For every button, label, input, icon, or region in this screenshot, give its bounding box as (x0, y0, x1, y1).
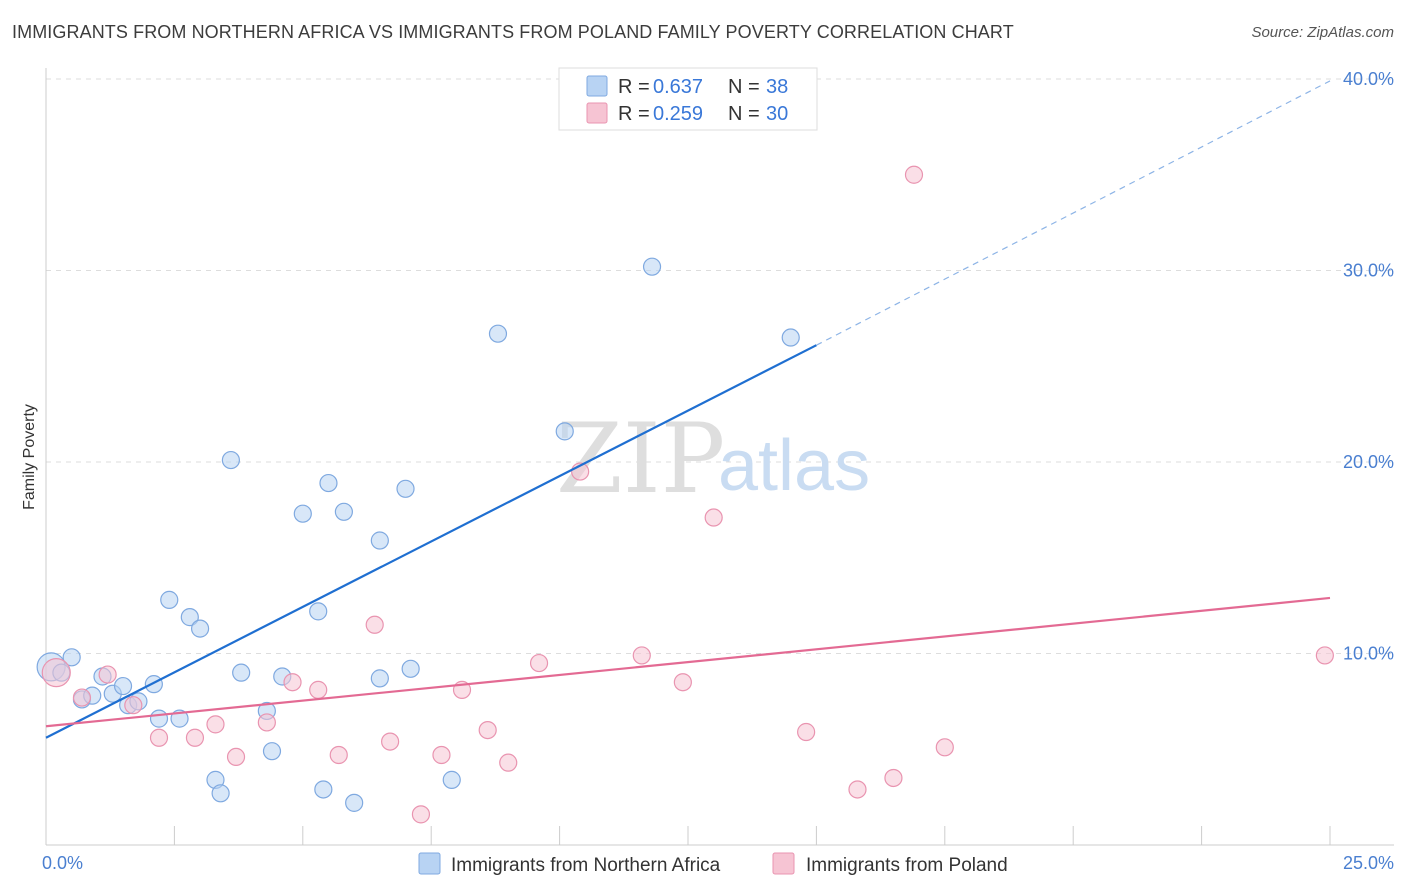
data-point-pink-24 (797, 722, 816, 742)
legend-swatch-blue (586, 75, 608, 97)
data-point-pink-25 (848, 780, 867, 799)
data-point-pink-11 (329, 745, 348, 765)
legend-r-label-1: R = (618, 76, 650, 98)
top-legend: R = 0.637 N = 38 R = 0.259 N = 30 (558, 67, 818, 131)
data-point-blue-28 (345, 793, 364, 812)
data-point-pink-0 (41, 658, 71, 688)
data-point-pink-26 (884, 768, 903, 788)
data-point-pink-8 (257, 713, 276, 732)
data-point-blue-15 (190, 619, 210, 638)
data-point-pink-14 (411, 805, 431, 824)
watermark: ZIP atlas (556, 403, 870, 515)
bottom-legend: Immigrants from Northern Africa Immigran… (418, 852, 1008, 876)
data-point-pink-4 (149, 728, 169, 747)
data-point-pink-23 (704, 508, 723, 527)
data-point-blue-29 (370, 669, 389, 688)
y-axis-label: Family Poverty (21, 404, 38, 510)
trend-line-pink (45, 596, 1331, 728)
legend-n-value-1: 38 (766, 76, 788, 98)
data-point-blue-7 (113, 676, 133, 696)
data-point-pink-9 (283, 673, 302, 692)
data-point-blue-27 (334, 502, 353, 521)
data-point-blue-11 (149, 709, 169, 728)
legend-r-label-2: R = (618, 103, 650, 125)
data-point-blue-32 (401, 659, 420, 678)
data-point-blue-14 (180, 608, 199, 627)
grid-lines (46, 78, 1394, 654)
data-point-blue-36 (642, 257, 662, 276)
data-point-blue-23 (293, 504, 312, 523)
x-tick-label-1: 25.0% (1343, 853, 1394, 873)
trend-line-blue (45, 344, 817, 739)
legend-swatch-pink (586, 102, 608, 124)
data-point-pink-29 (1315, 646, 1334, 665)
data-points (36, 165, 1334, 824)
data-point-blue-24 (309, 602, 328, 621)
data-point-pink-19 (529, 653, 549, 673)
data-point-blue-18 (221, 450, 240, 470)
data-point-blue-33 (442, 770, 461, 789)
data-point-pink-17 (478, 720, 497, 740)
bottom-legend-swatch-blue (418, 852, 441, 875)
watermark-atlas: atlas (718, 426, 870, 506)
data-point-blue-34 (488, 324, 508, 343)
data-point-pink-27 (904, 165, 924, 184)
bottom-legend-label-blue: Immigrants from Northern Africa (451, 855, 721, 876)
watermark-zip: ZIP (556, 403, 725, 515)
axes (45, 68, 1394, 846)
source-label: Source: ZipAtlas.com (1251, 24, 1394, 41)
tick-labels: 10.0% 20.0% 30.0% 40.0% 0.0% 25.0% (42, 69, 1394, 873)
data-point-pink-12 (365, 615, 384, 634)
bottom-legend-swatch-pink (772, 852, 795, 875)
data-point-pink-3 (124, 696, 143, 715)
trend-extension-blue (816, 80, 1331, 346)
data-point-blue-12 (160, 590, 179, 609)
data-point-blue-31 (396, 479, 415, 498)
data-point-blue-10 (144, 675, 163, 694)
legend-n-value-2: 30 (766, 103, 788, 125)
y-tick-label-2: 30.0% (1343, 261, 1394, 281)
data-point-blue-37 (781, 328, 800, 347)
data-point-pink-21 (632, 646, 651, 665)
data-point-pink-28 (935, 738, 954, 757)
data-point-blue-19 (232, 663, 251, 682)
data-point-pink-22 (673, 673, 692, 692)
data-point-pink-15 (432, 745, 451, 765)
data-point-blue-30 (370, 531, 389, 550)
data-point-pink-6 (206, 715, 225, 734)
y-tick-label-0: 10.0% (1343, 644, 1394, 664)
data-point-pink-5 (185, 728, 205, 747)
data-point-pink-18 (499, 753, 518, 772)
legend-n-label-1: N = (728, 76, 760, 98)
data-point-pink-13 (381, 732, 400, 751)
data-point-blue-2 (62, 648, 81, 667)
data-point-pink-10 (309, 680, 328, 699)
data-point-blue-35 (555, 422, 574, 441)
data-point-blue-21 (262, 742, 282, 761)
chart-title: IMMIGRANTS FROM NORTHERN AFRICA VS IMMIG… (12, 22, 1014, 42)
data-point-pink-2 (98, 665, 117, 684)
legend-r-value-2: 0.259 (653, 103, 703, 125)
bottom-legend-label-pink: Immigrants from Poland (806, 855, 1008, 876)
data-point-pink-7 (226, 747, 246, 767)
legend-n-label-2: N = (728, 103, 760, 125)
y-tick-label-3: 40.0% (1343, 69, 1394, 89)
legend-r-value-1: 0.637 (653, 76, 703, 98)
data-point-blue-17 (211, 784, 230, 803)
y-tick-label-1: 20.0% (1343, 452, 1394, 472)
data-point-pink-1 (72, 688, 92, 707)
trend-lines (45, 80, 1331, 739)
x-tick-label-0: 0.0% (42, 853, 83, 873)
data-point-blue-25 (314, 780, 333, 799)
data-point-blue-26 (319, 473, 338, 493)
